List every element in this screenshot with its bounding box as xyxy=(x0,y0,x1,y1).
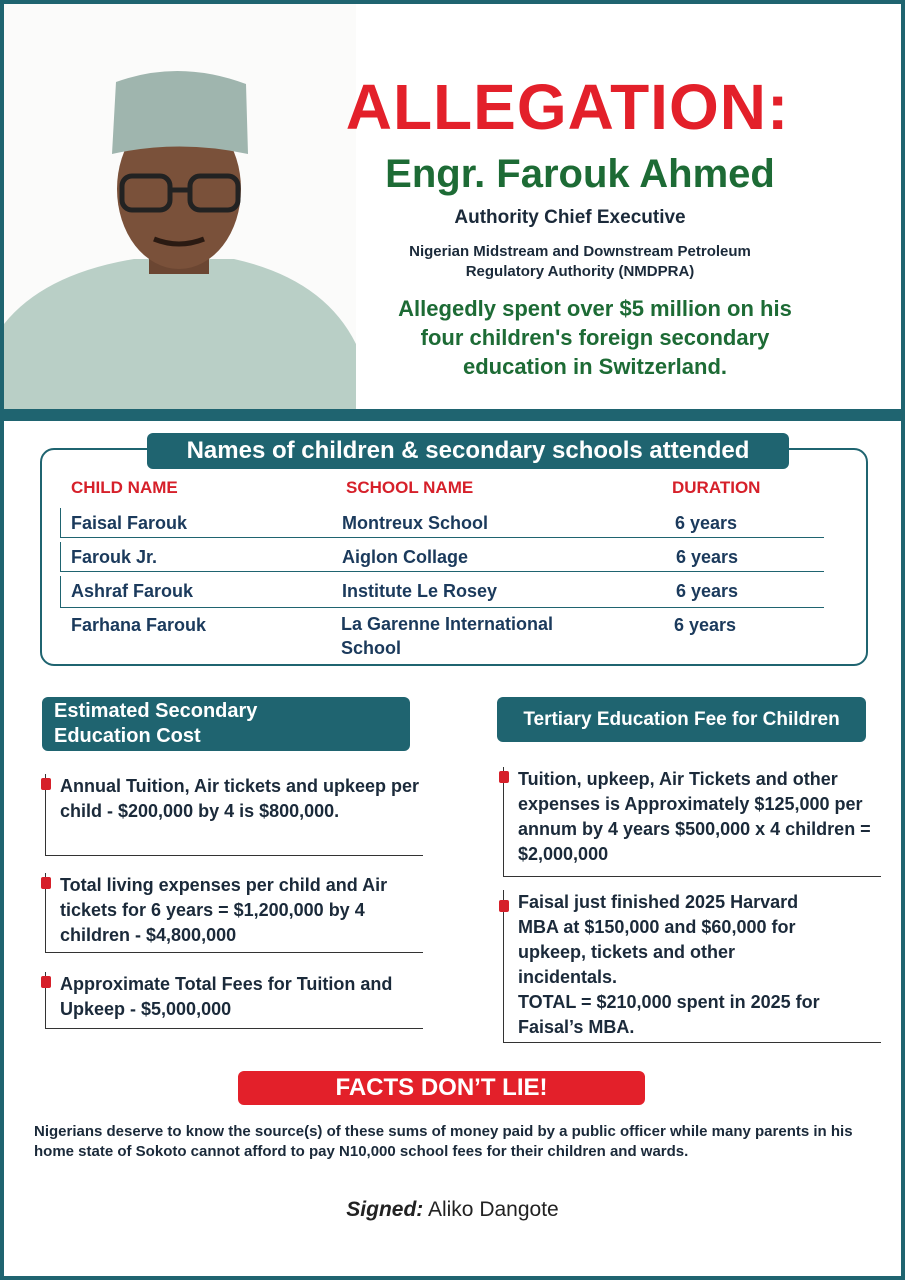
children-table-title: Names of children & secondary schools at… xyxy=(147,433,789,469)
duration: 6 years xyxy=(676,547,739,567)
item-text: Faisal just finished 2025 Harvard MBA at… xyxy=(518,892,799,987)
claim-line: four children's foreign secondary xyxy=(420,325,770,350)
column-header-school: SCHOOL NAME xyxy=(346,478,474,497)
bullet-icon xyxy=(41,877,51,889)
child-name: Farhana Farouk xyxy=(71,615,207,635)
school-name: Aiglon Collage xyxy=(342,547,468,567)
secondary-item: Approximate Total Fees for Tuition and U… xyxy=(41,972,423,1029)
person-name: Engr. Farouk Ahmed xyxy=(385,152,775,196)
allegation-claim: Allegedly spent over $5 million on his f… xyxy=(350,294,840,381)
table-row: Ashraf Farouk Institute Le Rosey 6 years xyxy=(60,576,824,608)
bullet-icon xyxy=(41,778,51,790)
secondary-cost-title: Estimated Secondary Education Cost xyxy=(54,700,258,747)
divider-band xyxy=(0,409,905,421)
table-row: Farhana Farouk La Garenne International … xyxy=(60,610,824,660)
column-header-child: CHILD NAME xyxy=(71,478,178,497)
child-name: Ashraf Farouk xyxy=(71,581,194,601)
signer-name: Aliko Dangote xyxy=(427,1198,559,1221)
item-total: TOTAL = $210,000 spent in 2025 for Faisa… xyxy=(518,992,820,1037)
bullet-icon xyxy=(499,771,509,783)
signature: Signed: Aliko Dangote xyxy=(0,1198,905,1222)
secondary-cost-header: Estimated Secondary Education Cost xyxy=(42,697,410,751)
claim-line: education in Switzerland. xyxy=(462,354,728,379)
organization-line: Nigerian Midstream and Downstream Petrol… xyxy=(409,243,751,260)
organization: Nigerian Midstream and Downstream Petrol… xyxy=(350,242,810,282)
duration: 6 years xyxy=(675,513,738,533)
facts-banner: FACTS DON’T LIE! xyxy=(238,1071,645,1105)
organization-line: Regulatory Authority (NMDPRA) xyxy=(465,263,695,280)
secondary-item: Annual Tuition, Air tickets and upkeep p… xyxy=(41,774,423,856)
signed-label: Signed: xyxy=(346,1198,424,1221)
duration: 6 years xyxy=(676,581,739,601)
item-text: Approximate Total Fees for Tuition and U… xyxy=(60,974,393,1019)
item-text: Total living expenses per child and Air … xyxy=(60,875,388,945)
duration: 6 years xyxy=(674,615,737,635)
tertiary-item: Tuition, upkeep, Air Tickets and other e… xyxy=(499,767,881,877)
item-text: Tuition, upkeep, Air Tickets and other e… xyxy=(518,769,871,864)
column-header-duration: DURATION xyxy=(672,478,761,497)
child-name: Farouk Jr. xyxy=(71,547,158,567)
table-row: Farouk Jr. Aiglon Collage 6 years xyxy=(60,542,824,572)
tertiary-fee-header: Tertiary Education Fee for Children xyxy=(497,697,866,742)
item-text: Annual Tuition, Air tickets and upkeep p… xyxy=(60,776,420,821)
tertiary-item: Faisal just finished 2025 Harvard MBA at… xyxy=(499,890,881,1043)
school-name: Institute Le Rosey xyxy=(342,581,498,601)
headline-title: ALLEGATION: xyxy=(345,71,790,143)
bullet-icon xyxy=(499,900,509,912)
portrait-photo xyxy=(4,4,356,410)
school-name: La Garenne International School xyxy=(341,614,554,658)
secondary-item: Total living expenses per child and Air … xyxy=(41,873,423,953)
statement-text: Nigerians deserve to know the source(s) … xyxy=(34,1123,853,1160)
claim-line: Allegedly spent over $5 million on his xyxy=(398,296,792,321)
bullet-icon xyxy=(41,976,51,988)
person-role: Authority Chief Executive xyxy=(454,207,686,228)
table-row: Faisal Farouk Montreux School 6 years xyxy=(60,508,824,538)
school-name: Montreux School xyxy=(342,513,489,533)
child-name: Faisal Farouk xyxy=(71,513,188,533)
